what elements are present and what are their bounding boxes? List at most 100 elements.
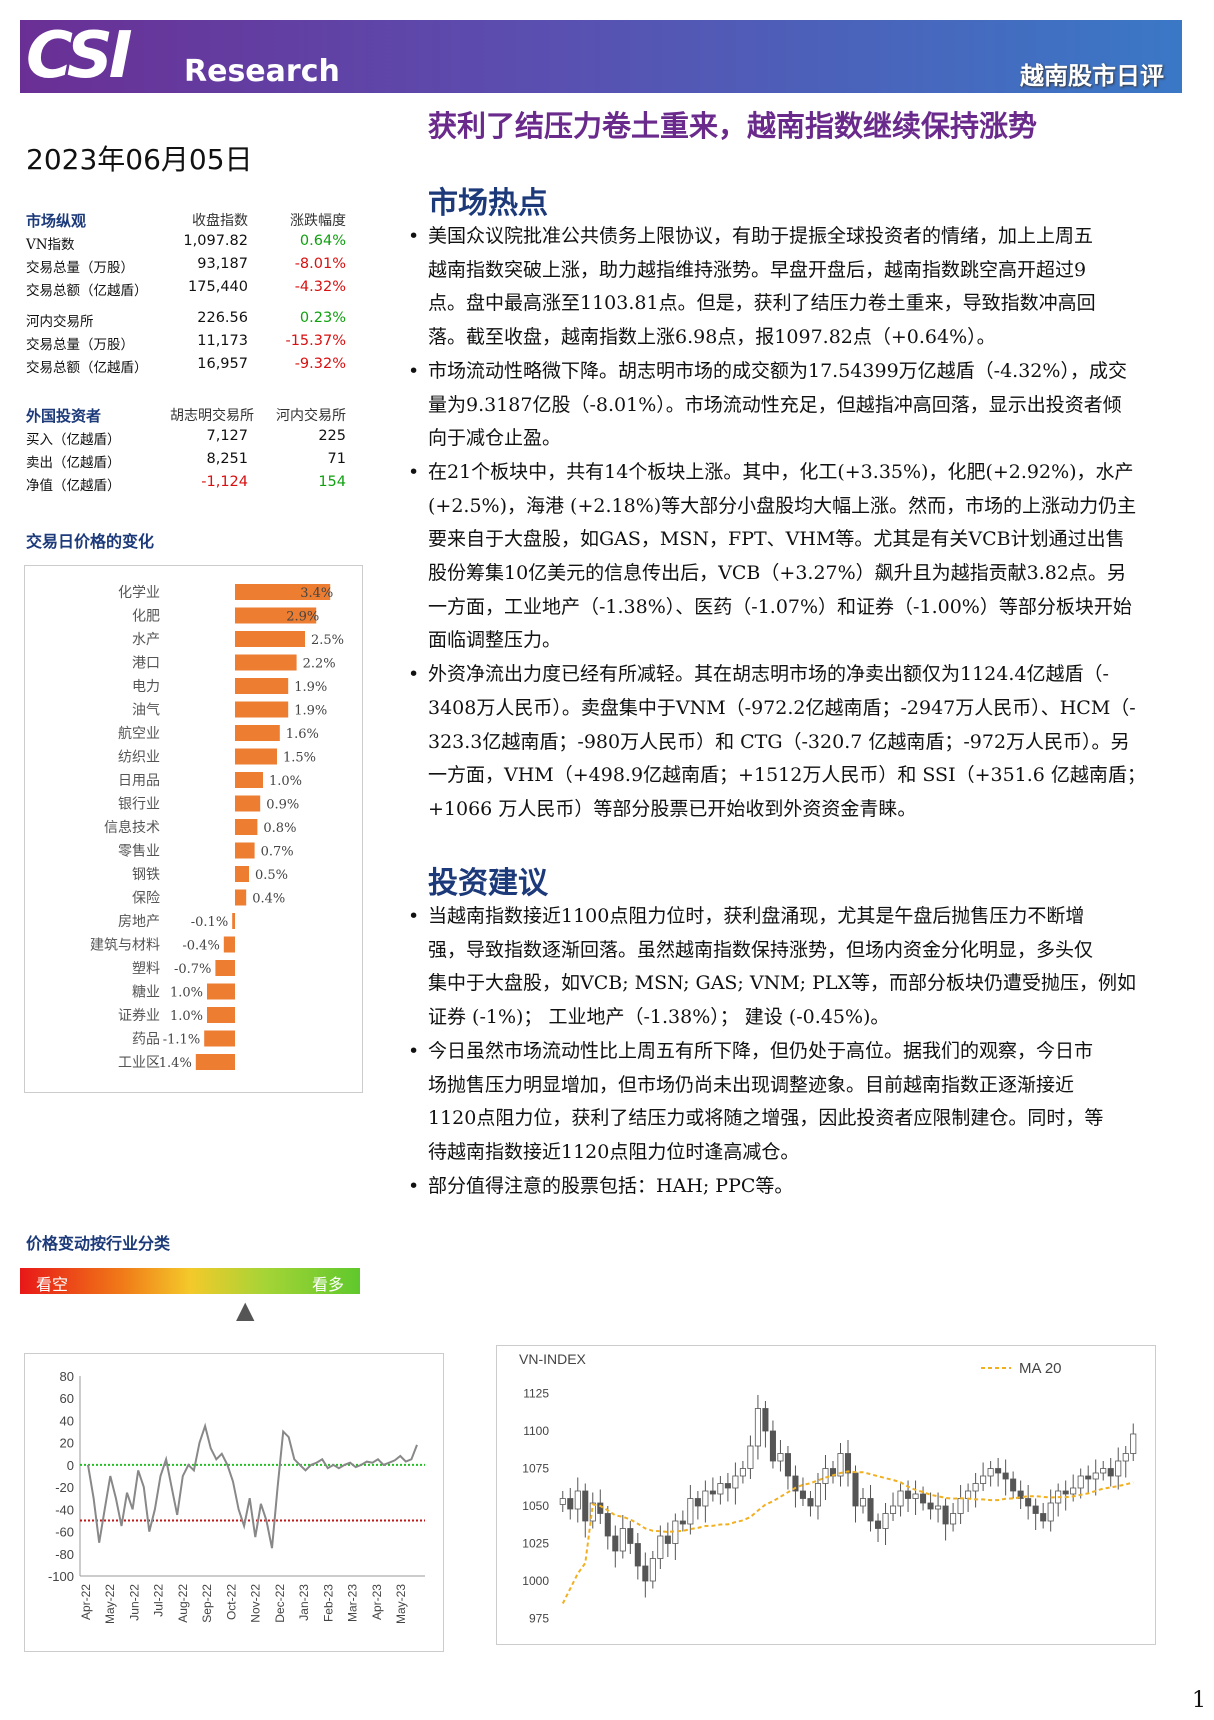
candle-body bbox=[589, 1502, 596, 1522]
text-line-content: 证券 (-1%)； 工业地产（-1.38%）； 建设 (-0.45%)。 bbox=[428, 1006, 890, 1029]
candle-body bbox=[912, 1493, 919, 1499]
row-value: 7,127 bbox=[206, 428, 248, 444]
text-line: 股份筹集10亿美元的信息传出后，VCB（+3.27%）飙升且为越指贡献3.82点… bbox=[428, 557, 1170, 591]
y-tick-label: 60 bbox=[60, 1391, 74, 1406]
text-line-content: 待越南指数接近1120点阻力位时逢高减仓。 bbox=[428, 1140, 800, 1163]
candle-body bbox=[732, 1475, 739, 1489]
bar bbox=[232, 913, 235, 929]
row-change: 0.23% bbox=[299, 310, 346, 326]
text-line: 场抛售压力明显增加，但市场仍尚未出现调整迹象。目前越南指数正逐渐接近 bbox=[428, 1069, 1170, 1103]
y-tick-label: 1025 bbox=[522, 1537, 549, 1551]
bar-data-label: 0.7% bbox=[261, 845, 294, 860]
bar-data-label: 0.5% bbox=[255, 868, 288, 883]
candle-body bbox=[1070, 1487, 1077, 1495]
hot-section-title: 市场热点 bbox=[428, 186, 548, 221]
candle-body bbox=[942, 1505, 949, 1525]
sentiment-title: 价格变动按行业分类 bbox=[26, 1234, 171, 1253]
row-label: 买入（亿越盾） bbox=[26, 432, 121, 448]
row-value: 154 bbox=[318, 474, 346, 490]
bar bbox=[235, 725, 280, 741]
text-line-content: 点。盘中最高涨至1103.81点。但是，获利了结压力卷土重来，导致指数冲高回 bbox=[428, 292, 1096, 315]
text-line: 323.3亿越南盾；-980万人民币）和 CTG（-320.7 亿越南盾；-97… bbox=[428, 726, 1170, 760]
table-row: 河内交易所 226.56 0.23% bbox=[26, 310, 346, 332]
candle-body bbox=[559, 1498, 566, 1505]
text-line-content: 市场流动性略微下降。胡志明市场的成交额为17.54399万亿越盾（-4.32%）… bbox=[428, 359, 1127, 382]
candle-body bbox=[965, 1490, 972, 1499]
text-line-content: 向于减仓止盈。 bbox=[428, 427, 562, 450]
bar-category-label: 银行业 bbox=[118, 797, 160, 813]
bar-category-label: 建筑与材料 bbox=[90, 938, 160, 954]
bar-data-label: 1.6% bbox=[286, 727, 319, 742]
candle-body bbox=[694, 1498, 701, 1507]
candle-body bbox=[679, 1520, 686, 1525]
text-line-content: 1120点阻力位，获利了结压力或将随之增强，因此投资者应限制建仓。同时，等 bbox=[428, 1107, 1104, 1130]
text-line-content: 要来自于大盘股，如GAS，MSN，FPT、VHM等。尤其是有关VCB计划通过出售 bbox=[428, 528, 1125, 551]
text-line-content: 一方面，工业地产（-1.38%）、医药（-1.07%）和证券（-1.00%）等部… bbox=[428, 595, 1132, 618]
text-line-content: 今日虽然市场流动性比上周五有所下降，但仍处于高位。据我们的观察，今日市 bbox=[428, 1039, 1094, 1062]
row-change: -4.32% bbox=[294, 279, 346, 295]
bar bbox=[207, 983, 235, 1000]
x-tick-label: Nov-22 bbox=[249, 1584, 263, 1623]
text-line: • 今日虽然市场流动性比上周五有所下降，但仍处于高位。据我们的观察，今日市 bbox=[408, 1035, 1170, 1069]
text-line-content: 股份筹集10亿美元的信息传出后，VCB（+3.27%）飙升且为越指贡献3.82点… bbox=[428, 562, 1126, 584]
x-tick-label: Jun-22 bbox=[127, 1584, 141, 1621]
text-line-content: 323.3亿越南盾；-980万人民币）和 CTG（-320.7 亿越南盾；-97… bbox=[428, 730, 1130, 753]
bar bbox=[235, 654, 297, 671]
y-tick-label: 40 bbox=[60, 1413, 74, 1428]
sector-chart-title: 交易日价格的变化 bbox=[26, 532, 155, 551]
x-tick-label: Feb-23 bbox=[321, 1584, 335, 1622]
bar-data-label: 0.8% bbox=[263, 821, 296, 836]
candle-body bbox=[995, 1468, 1002, 1474]
text-line: 一方面，工业地产（-1.38%）、医药（-1.07%）和证券（-1.00%）等部… bbox=[428, 591, 1170, 625]
row-value: 226.56 bbox=[197, 310, 248, 326]
candle-body bbox=[739, 1468, 746, 1477]
text-line: 一方面，VHM（+498.9亿越南盾；+1512万人民币）和 SSI（+351.… bbox=[428, 759, 1170, 793]
sentiment-line-svg: 80 60 40 20 0 -20 -40 -60 -80 -100 Apr-22 May-22 Jun… bbox=[48, 1369, 425, 1624]
advice-section-title: 投资建议 bbox=[428, 866, 548, 901]
text-line: 点。盘中最高涨至1103.81点。但是，获利了结压力卷土重来，导致指数冲高回 bbox=[428, 287, 1170, 321]
candle-body bbox=[814, 1483, 822, 1507]
vnindex-candle-svg: VN-INDEX MA 20 1125 1100 1075 1050 1025 1000 975 bbox=[519, 1351, 1137, 1626]
y-tick-label: -40 bbox=[55, 1502, 74, 1517]
bar-data-label: 1.0% bbox=[170, 1009, 203, 1024]
series-line bbox=[87, 1422, 418, 1549]
text-line: 待越南指数接近1120点阻力位时逢高减仓。 bbox=[428, 1136, 1170, 1170]
candle-body bbox=[927, 1502, 934, 1510]
text-line: 越南指数突破上涨，助力越指维持涨势。早盘开盘后，越南指数跳空高开超过9 bbox=[428, 254, 1170, 288]
text-line: 1120点阻力位，获利了结压力或将随之增强，因此投资者应限制建仓。同时，等 bbox=[428, 1102, 1170, 1136]
candle-body bbox=[1130, 1433, 1137, 1454]
y-tick-label: 1075 bbox=[522, 1462, 549, 1476]
bar-data-label: 1.5% bbox=[283, 751, 316, 766]
row-label: 交易总量（万股） bbox=[26, 260, 134, 276]
table-header: 外国投资者 胡志明交易所 河内交易所 bbox=[26, 405, 346, 427]
bar-data-label: 1.0% bbox=[170, 986, 203, 1001]
candle-body bbox=[1040, 1513, 1047, 1522]
candle-body bbox=[619, 1528, 626, 1552]
column-header: 涨跌幅度 bbox=[290, 213, 346, 229]
row-value: 16,957 bbox=[197, 356, 248, 372]
text-line-content: 落。截至收盘，越南指数上涨6.98点，报1097.82点（+0.64%）。 bbox=[428, 326, 996, 349]
text-line-content: 量为9.3187亿股（-8.01%）。市场流动性充足，但越指冲高回落，显示出投资… bbox=[428, 393, 1122, 416]
table-title: 外国投资者 bbox=[26, 407, 102, 425]
headline: 获利了结压力卷土重来，越南指数继续保持涨势 bbox=[428, 109, 1038, 143]
row-label: 交易总额（亿越盾） bbox=[26, 360, 148, 376]
y-tick-label: 80 bbox=[60, 1369, 74, 1384]
sentiment-line-chart: 80 60 40 20 0 -20 -40 -60 -80 -100 Apr-22 May-22 Jun… bbox=[24, 1353, 444, 1652]
candle-body bbox=[882, 1513, 889, 1529]
text-line-content: 集中于大盘股，如VCB; MSN; GAS; VNM; PLX等，而部分板块仍遭… bbox=[428, 972, 1137, 995]
bar-data-label: 1.9% bbox=[294, 704, 327, 719]
bullet-icon: • bbox=[408, 663, 420, 686]
candle-body bbox=[972, 1483, 979, 1492]
sentiment-marker-icon: ▲ bbox=[236, 1296, 255, 1324]
bar-category-label: 药品 bbox=[132, 1032, 160, 1048]
bearish-label: 看空 bbox=[36, 1275, 69, 1294]
candle-body bbox=[1010, 1478, 1017, 1492]
text-line: 落。截至收盘，越南指数上涨6.98点，报1097.82点（+0.64%）。 bbox=[428, 321, 1170, 355]
text-line-content: 外资净流出力度已经有所减轻。其在胡志明市场的净卖出额仅为1124.4亿越盾（- bbox=[428, 663, 1109, 686]
bar-data-label: 2.9% bbox=[286, 610, 319, 625]
bar bbox=[235, 889, 247, 906]
row-value: 1,097.82 bbox=[183, 233, 248, 249]
candle-body bbox=[627, 1528, 634, 1544]
candle-body bbox=[1062, 1490, 1069, 1495]
bullish-label: 看多 bbox=[311, 1275, 344, 1294]
